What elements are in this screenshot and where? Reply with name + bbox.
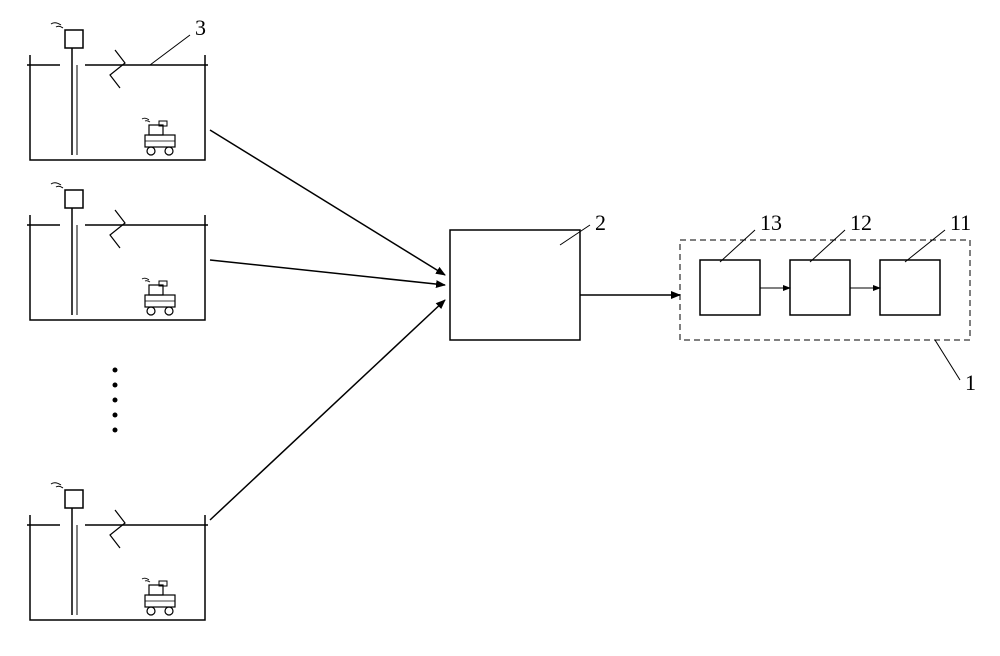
system-diagram: 123111213: [0, 0, 1000, 656]
label: 13: [760, 210, 782, 235]
leader-line: [150, 35, 190, 65]
arrow-sensor-to-central: [210, 300, 445, 520]
ellipsis-dot: [113, 413, 118, 418]
right-sub-box: [790, 260, 850, 315]
central-box: [450, 230, 580, 340]
sensor-unit: [27, 483, 208, 620]
label: 11: [950, 210, 971, 235]
leader-line: [810, 230, 845, 262]
leader-line: [935, 340, 960, 380]
leader-line: [560, 225, 590, 245]
ellipsis-dot: [113, 368, 118, 373]
sensor-unit: [27, 23, 208, 160]
leader-line: [720, 230, 755, 262]
sensor-unit: [27, 183, 208, 320]
arrow-sensor-to-central: [210, 130, 445, 275]
label: 3: [195, 15, 206, 40]
label: 12: [850, 210, 872, 235]
ellipsis-dot: [113, 428, 118, 433]
ellipsis-dot: [113, 398, 118, 403]
arrow-sensor-to-central: [210, 260, 445, 285]
right-group-dashed: [680, 240, 970, 340]
right-sub-box: [880, 260, 940, 315]
leader-line: [905, 230, 945, 262]
ellipsis-dot: [113, 383, 118, 388]
right-sub-box: [700, 260, 760, 315]
label: 1: [965, 370, 976, 395]
label: 2: [595, 210, 606, 235]
